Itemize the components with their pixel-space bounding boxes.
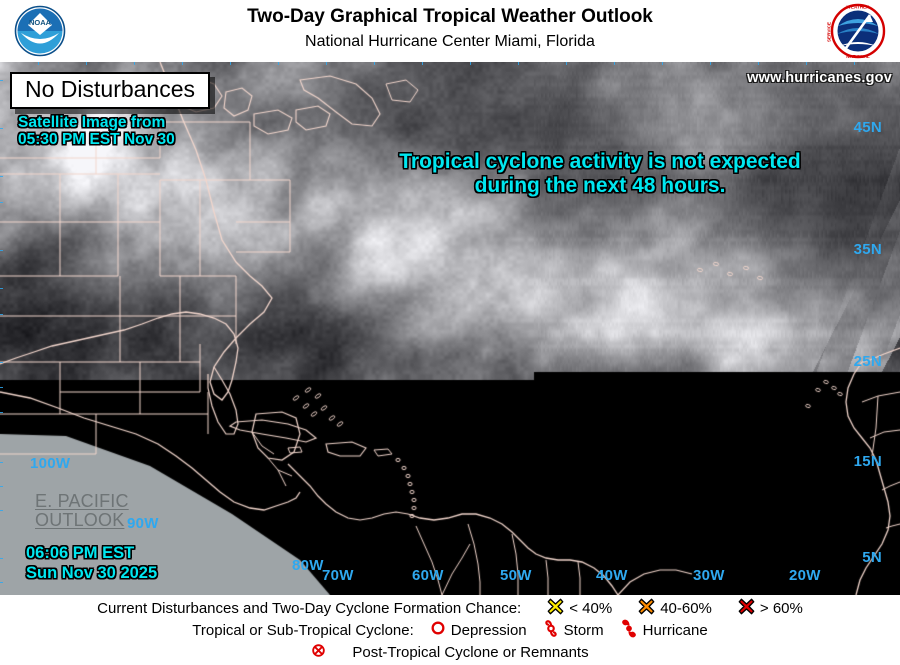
legend-formation-chance-row: Current Disturbances and Two-Day Cyclone… xyxy=(0,597,900,619)
satellite-image-timestamp: Satellite Image from 05:30 PM EST Nov 30 xyxy=(18,114,175,149)
legend-item-depression: Depression xyxy=(430,620,527,640)
legend-item-post-tropical: Post-Tropical Cyclone or Remnants xyxy=(311,643,589,662)
legend-chance-label: Current Disturbances and Two-Day Cyclone… xyxy=(97,599,522,617)
x-mark-icon xyxy=(547,598,564,619)
legend-item-low-chance: < 40% xyxy=(547,598,612,619)
legend-cyclone-type-row: Tropical or Sub-Tropical Cyclone: Depres… xyxy=(0,619,900,641)
satellite-imagery xyxy=(0,62,900,595)
page-subtitle: National Hurricane Center Miami, Florida xyxy=(305,33,595,50)
svg-text:SERVICE: SERVICE xyxy=(827,22,832,42)
legend-footer: Current Disturbances and Two-Day Cyclone… xyxy=(0,595,900,665)
legend-post-tropical-row: Post-Tropical Cyclone or Remnants xyxy=(0,641,900,663)
satellite-stamp-line-2: 05:30 PM EST Nov 30 xyxy=(18,131,175,149)
svg-text:NATIONAL: NATIONAL xyxy=(846,54,870,59)
legend-hurricane-label: Hurricane xyxy=(642,621,708,639)
legend-cyclone-label: Tropical or Sub-Tropical Cyclone: xyxy=(192,621,414,639)
page-header: NOAA Two-Day Graphical Tropical Weather … xyxy=(0,0,900,62)
legend-post-tropical-label: Post-Tropical Cyclone or Remnants xyxy=(352,643,589,661)
outlook-message-line-1: Tropical cyclone activity is not expecte… xyxy=(399,150,801,173)
legend-item-medium-chance: 40-60% xyxy=(638,598,712,619)
hurricane-spiral-icon xyxy=(620,619,638,642)
epac-link-line-1: E. PACIFIC xyxy=(35,491,129,511)
legend-item-storm: Storm xyxy=(543,619,604,641)
svg-text:WEATHER: WEATHER xyxy=(847,5,871,10)
east-pacific-outlook-link[interactable]: E. PACIFIC OUTLOOK xyxy=(35,492,165,530)
legend-item-hurricane: Hurricane xyxy=(620,619,708,642)
outlook-message: Tropical cyclone activity is not expecte… xyxy=(390,150,810,198)
x-mark-icon xyxy=(638,598,655,619)
depression-circle-icon xyxy=(430,620,446,640)
legend-low-chance-label: < 40% xyxy=(569,599,613,617)
page-title: Two-Day Graphical Tropical Weather Outlo… xyxy=(247,6,653,27)
noaa-logo: NOAA xyxy=(8,4,72,58)
legend-high-chance-label: > 60% xyxy=(759,599,803,617)
outlook-message-line-2: during the next 48 hours. xyxy=(474,174,726,198)
issuance-date: Sun Nov 30 2025 xyxy=(26,563,158,582)
legend-depression-label: Depression xyxy=(450,621,527,639)
x-mark-icon xyxy=(738,598,755,619)
legend-storm-label: Storm xyxy=(563,621,604,639)
svg-text:NOAA: NOAA xyxy=(29,18,52,27)
satellite-stamp-line-1: Satellite Image from xyxy=(18,114,166,131)
issuance-time: 06:06 PM EST xyxy=(26,544,135,562)
legend-item-high-chance: > 60% xyxy=(738,598,803,619)
legend-medium-chance-label: 40-60% xyxy=(660,599,712,617)
nws-logo: WEATHER NATIONAL SERVICE xyxy=(826,2,890,60)
storm-spiral-icon xyxy=(543,619,559,641)
issuance-timestamp: 06:06 PM EST Sun Nov 30 2025 xyxy=(26,544,157,584)
post-tropical-icon xyxy=(311,643,326,662)
satellite-map[interactable]: 45N 35N 25N 15N 5N 70W 60W 50W 40W 30W 20W 100W 90W 8… xyxy=(0,62,900,595)
no-disturbances-banner: No Disturbances xyxy=(10,72,211,109)
epac-link-line-2: OUTLOOK xyxy=(35,509,125,530)
website-url-watermark: www.hurricanes.gov xyxy=(747,70,892,86)
